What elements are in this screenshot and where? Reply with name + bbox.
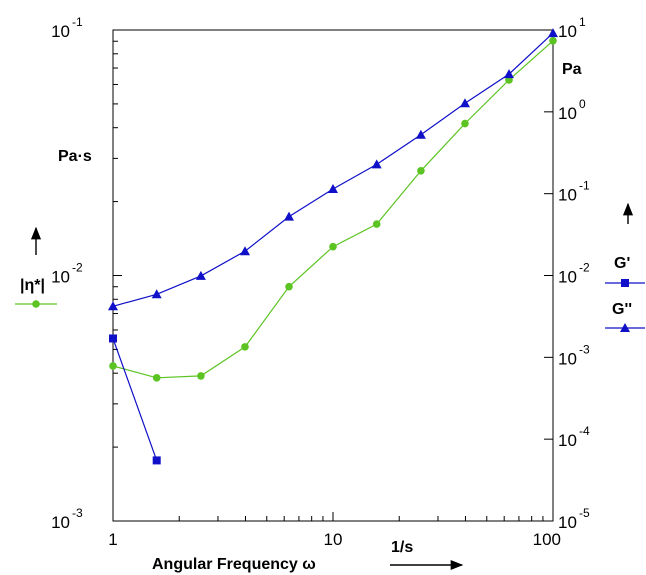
legend-label-g-double-prime: G'' (612, 301, 632, 318)
x-axis-unit: 1/s (391, 539, 413, 556)
data-point-g-double-prime (108, 301, 118, 311)
y-right-tick-exponent: 0 (579, 97, 586, 111)
data-point-g-double-prime (195, 270, 206, 280)
legend-label-g-prime: G' (614, 255, 630, 272)
y-right-tick-exponent: -2 (579, 261, 590, 275)
legend-marker-eta (32, 300, 40, 308)
data-point-eta (372, 220, 381, 228)
series-line-eta (112, 40, 554, 379)
data-point-eta (549, 36, 557, 45)
data-series (108, 28, 558, 465)
y-right-tick-label: 10 (558, 186, 577, 205)
x-axis-label: Angular Frequency ω (152, 556, 316, 573)
y-left-tick-label: 10 (51, 268, 70, 287)
x-tick-label: 100 (533, 530, 561, 549)
data-point-g-double-prime (548, 28, 558, 38)
y-right-tick-label: 10 (558, 268, 577, 287)
data-point-g-double-prime (504, 69, 514, 79)
data-point-eta (285, 282, 293, 291)
data-point-g-prime (152, 456, 161, 465)
data-point-eta (109, 362, 117, 370)
legend-marker-g-double-prime (620, 323, 630, 332)
data-point-g-double-prime (371, 159, 382, 169)
plot-area (112, 29, 554, 522)
y-left-tick-exponent: -2 (72, 261, 83, 275)
data-point-eta (241, 343, 249, 351)
data-point-eta (152, 374, 161, 382)
y-left-tick-exponent: -3 (72, 506, 83, 520)
data-point-g-double-prime (328, 184, 338, 193)
legend-label-eta: |η*| (20, 277, 45, 294)
data-point-g-double-prime (284, 211, 294, 221)
x-tick-label: 10 (324, 530, 343, 549)
data-point-g-double-prime (415, 129, 426, 139)
data-point-eta (461, 119, 469, 128)
y-left-tick-label: 10 (51, 22, 70, 41)
data-point-g-prime (109, 334, 117, 343)
series-line-g-double-prime (112, 32, 554, 307)
y-right-tick-exponent: -3 (579, 342, 590, 356)
series-line-g-prime (112, 338, 158, 461)
data-point-g-double-prime (460, 98, 470, 108)
y-right-tick-label: 10 (558, 22, 577, 41)
data-point-g-double-prime (240, 246, 250, 256)
y-left-tick-label: 10 (51, 513, 70, 532)
x-tick-label: 1 (108, 530, 117, 549)
y-right-tick-label: 10 (558, 431, 577, 450)
y-right-unit: Pa (562, 61, 582, 78)
data-point-g-double-prime (151, 289, 162, 299)
data-point-eta (417, 166, 425, 175)
data-point-eta (329, 242, 337, 251)
legend-marker-g-prime (621, 279, 629, 287)
y-right-tick-label: 10 (558, 349, 577, 368)
data-point-eta (197, 372, 205, 380)
y-right-tick-exponent: -4 (579, 424, 590, 438)
y-right-tick-label: 10 (558, 513, 577, 532)
y-left-unit: Pa·s (58, 148, 92, 165)
y-right-tick-exponent: -5 (579, 506, 590, 520)
y-right-tick-exponent: 1 (579, 15, 586, 29)
y-left-tick-exponent: -1 (72, 15, 83, 29)
y-right-tick-label: 10 (558, 104, 577, 123)
y-right-tick-exponent: -1 (579, 179, 590, 193)
